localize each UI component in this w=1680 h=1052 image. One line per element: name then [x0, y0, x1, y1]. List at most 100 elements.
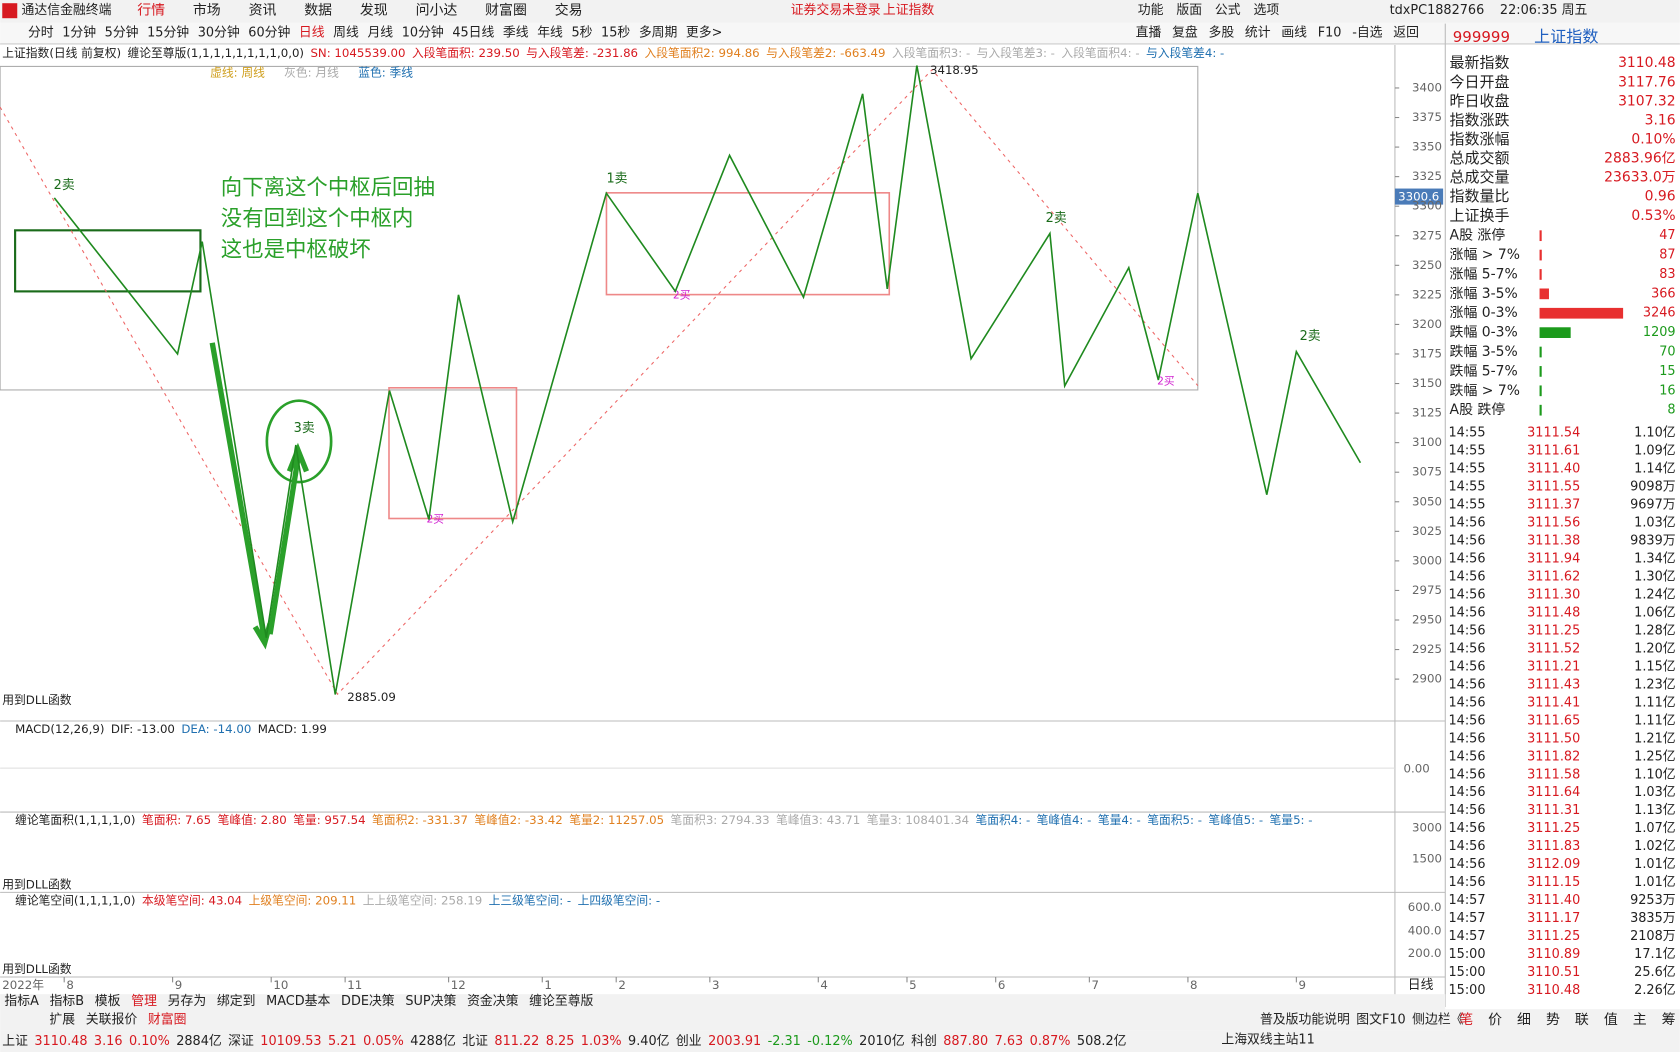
side-tab[interactable]: 联 — [1575, 1012, 1589, 1028]
period-tab[interactable]: 日线 — [299, 26, 325, 41]
tick-price: 3111.43 — [1527, 677, 1580, 692]
area-value: 笔峰值5: - — [1208, 813, 1263, 827]
menu-item[interactable]: 财富圈 — [485, 2, 527, 19]
macd-value: DEA: -14.00 — [181, 722, 251, 736]
bottom-tab[interactable]: 财富圈 — [148, 1011, 187, 1027]
period-tab[interactable]: 年线 — [537, 26, 563, 41]
status-item: 9.40亿 — [628, 1034, 670, 1049]
side-tab[interactable]: 笔 — [1459, 1012, 1473, 1028]
period-tab[interactable]: 月线 — [367, 26, 393, 41]
tick-price: 3111.50 — [1527, 731, 1580, 746]
menu-item[interactable]: 问小达 — [416, 3, 458, 19]
tool[interactable]: 选项 — [1253, 3, 1279, 18]
tool-button[interactable]: -自选 — [1352, 26, 1382, 41]
period-tab[interactable]: 5秒 — [571, 26, 592, 41]
period-tab[interactable]: 分时 — [28, 26, 54, 41]
tick-time: 14:56 — [1448, 749, 1485, 764]
tool[interactable]: 版面 — [1176, 3, 1202, 18]
annotation: 向下离这个中枢后回抽 — [221, 176, 435, 201]
tick-time: 14:55 — [1448, 461, 1485, 476]
x-tick-label: 9 — [1298, 978, 1306, 992]
menu-item[interactable]: 发现 — [360, 3, 388, 19]
dll-note: 用到DLL函数 — [2, 877, 71, 891]
bottom-tab[interactable]: SUP决策 — [405, 993, 456, 1009]
pivot-box — [14, 229, 202, 293]
tool-button[interactable]: 画线 — [1281, 26, 1307, 41]
tick-time: 14:56 — [1448, 515, 1485, 530]
breadth-label: 涨幅 3-5% — [1450, 286, 1518, 302]
quote-value: 2883.96亿 — [1604, 151, 1676, 167]
period-tab[interactable]: 周线 — [333, 26, 359, 41]
bottom-tab[interactable]: 关联报价 — [86, 1012, 138, 1027]
period-tab[interactable]: 15分钟 — [147, 25, 189, 41]
side-tab[interactable]: 细 — [1517, 1012, 1531, 1028]
area-value: 笔峰值: 2.80 — [218, 813, 287, 827]
legend-item: 蓝色: 季线 — [358, 65, 413, 79]
bottom-tab[interactable]: 缠论至尊版 — [529, 993, 593, 1009]
period-tab[interactable]: 更多> — [686, 26, 722, 41]
breadth-bar — [1539, 327, 1571, 338]
tool-button[interactable]: 多股 — [1209, 26, 1235, 41]
tool-button[interactable]: 返回 — [1393, 26, 1419, 41]
period-tab[interactable]: 45日线 — [452, 26, 494, 41]
side-tab[interactable]: 值 — [1604, 1012, 1618, 1028]
period-tab[interactable]: 60分钟 — [248, 25, 290, 41]
breadth-value: 87 — [1659, 248, 1675, 263]
bottom-tab[interactable]: 扩展 — [49, 1012, 75, 1027]
period-tab[interactable]: 15秒 — [601, 26, 630, 41]
side-tab[interactable]: 势 — [1546, 1012, 1560, 1028]
bottom-tab[interactable]: 资金决策 — [467, 993, 519, 1009]
area-value: 笔面积3: 2794.33 — [671, 813, 770, 827]
indicator-value: 入段笔面积2: 994.86 — [644, 46, 759, 60]
tool[interactable]: 功能 — [1138, 3, 1164, 18]
indicator-value: SN: 1045539.00 — [310, 46, 405, 60]
period-tab[interactable]: 1分钟 — [62, 25, 96, 41]
menu-item[interactable]: 资讯 — [249, 3, 277, 19]
area-value: 缠论笔面积(1,1,1,1,0) — [15, 813, 135, 827]
signal: 1卖 — [606, 171, 627, 186]
status-item: 8.25 — [546, 1034, 575, 1049]
bottom-tab[interactable]: 模板 — [95, 994, 121, 1009]
tick-price: 3111.25 — [1527, 821, 1580, 836]
breadth-label: A股 涨停 — [1450, 227, 1506, 244]
period-tab[interactable]: 5分钟 — [105, 25, 139, 41]
period-tab[interactable]: 多周期 — [639, 26, 678, 41]
period-tab[interactable]: 30分钟 — [198, 25, 240, 41]
bottom-tab[interactable]: 指标A — [4, 994, 39, 1009]
tick-volume: 1.10亿 — [1634, 425, 1676, 440]
pivot-box — [605, 192, 891, 296]
bottom-tab[interactable]: 指标B — [50, 994, 85, 1009]
bottom-tab[interactable]: DDE决策 — [341, 993, 395, 1009]
tool-button[interactable]: 直播 — [1136, 26, 1162, 41]
tick-volume: 1.24亿 — [1634, 587, 1676, 602]
tool-button[interactable]: F10 — [1318, 26, 1342, 41]
bottom-tab[interactable]: 另存为 — [168, 994, 207, 1009]
tool[interactable]: 公式 — [1215, 3, 1241, 18]
tool-button[interactable]: 统计 — [1245, 26, 1271, 41]
tick-time: 14:56 — [1448, 677, 1485, 692]
bottom-tab[interactable]: 管理 — [131, 994, 157, 1009]
bottom-tab[interactable]: MACD基本 — [266, 994, 330, 1009]
period-tab[interactable]: 季线 — [503, 26, 529, 41]
breadth-label: 涨幅 5-7% — [1450, 266, 1518, 282]
tick-volume: 2.26亿 — [1634, 983, 1676, 998]
side-tab[interactable]: 主 — [1633, 1012, 1647, 1028]
indicator-value: 与入段笔差4: - — [1146, 46, 1224, 60]
menu-item[interactable]: 行情 — [137, 3, 165, 19]
menu-item[interactable]: 交易 — [555, 2, 583, 19]
side-tab[interactable]: 筹 — [1662, 1011, 1676, 1028]
side-tab[interactable]: 价 — [1488, 1012, 1502, 1028]
status-item: 深证 — [228, 1034, 254, 1049]
menu-item[interactable]: 数据 — [304, 3, 332, 19]
bottom-link[interactable]: 普及版功能说明 — [1260, 1012, 1350, 1027]
tick-time: 14:56 — [1448, 785, 1485, 800]
bottom-link[interactable]: 图文F10 — [1356, 1012, 1405, 1027]
period-tab[interactable]: 10分钟 — [402, 25, 444, 41]
menu-item[interactable]: 市场 — [193, 2, 221, 19]
bottom-tab[interactable]: 绑定到 — [217, 994, 256, 1009]
tool-button[interactable]: 复盘 — [1172, 25, 1198, 41]
x-tick-label: 10 — [273, 978, 288, 992]
bottom-link[interactable]: 侧边栏《 — [1412, 1012, 1464, 1027]
x-tick-label: 3 — [712, 978, 720, 992]
